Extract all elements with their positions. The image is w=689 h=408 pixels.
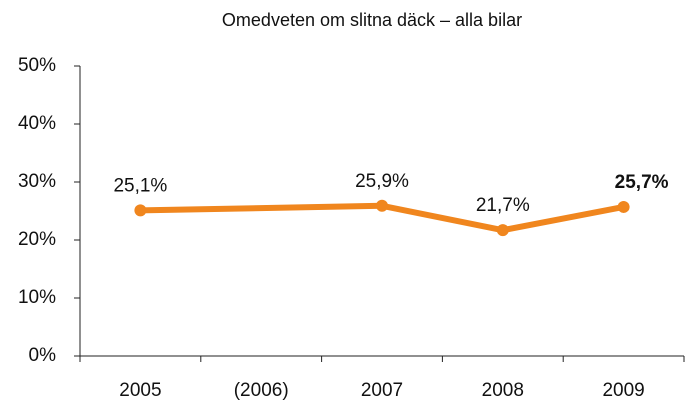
line-segment <box>137 202 385 214</box>
chart-title: Omedveten om slitna däck – alla bilar <box>222 10 522 30</box>
line-segment <box>499 203 627 234</box>
data-label: 25,1% <box>113 175 167 196</box>
y-tick-label: 50% <box>18 55 56 76</box>
data-label: 21,7% <box>476 195 530 216</box>
x-tick-label: 2007 <box>361 380 403 401</box>
y-tick-label: 10% <box>18 287 56 308</box>
point <box>496 224 509 237</box>
x-tick-label: (2006) <box>234 380 289 401</box>
y-tick-label: 20% <box>18 229 56 250</box>
point <box>617 200 630 213</box>
point <box>134 204 147 217</box>
x-tick-label: 2009 <box>602 380 644 401</box>
data-label: 25,9% <box>355 171 409 192</box>
line-segment <box>379 202 506 234</box>
y-tick-label: 40% <box>18 113 56 134</box>
y-tick-label: 0% <box>29 345 57 366</box>
x-tick-label: 2005 <box>119 380 161 401</box>
data-label: 25,7% <box>615 172 669 193</box>
y-tick-label: 30% <box>18 171 56 192</box>
point <box>376 199 388 212</box>
x-tick-label: 2008 <box>482 380 524 401</box>
